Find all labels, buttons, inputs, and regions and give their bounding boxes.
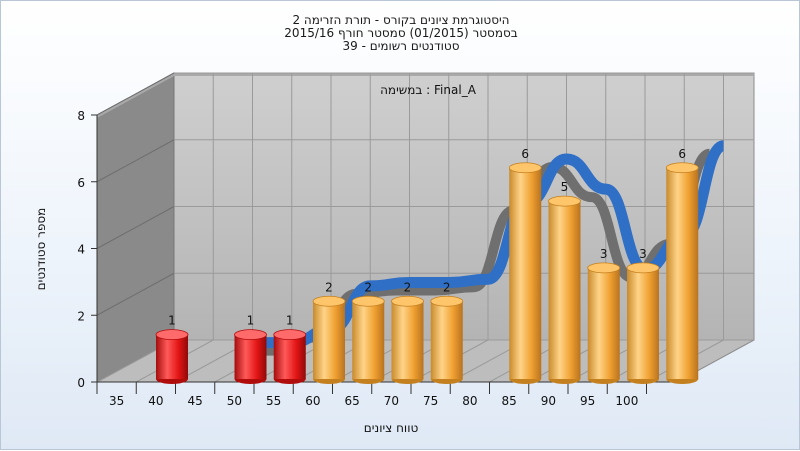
bar-body: [627, 267, 659, 379]
bar: 5: [548, 180, 581, 384]
x-tick-label: 35: [109, 394, 124, 408]
bar: 3: [587, 247, 621, 384]
chart-title-line-2: בסמסטר (01/2015) סמסטר חורף 2015/16: [284, 26, 518, 40]
x-tick-label: 100: [615, 394, 638, 408]
task-label: במשימה : Final_A: [380, 83, 477, 97]
bar-top: [548, 195, 581, 207]
bar-top: [430, 295, 464, 307]
x-tick-label: 70: [384, 394, 399, 408]
bar-value-label: 2: [364, 280, 372, 294]
bar: 2: [312, 280, 346, 384]
bar: 6: [665, 147, 699, 384]
bar-value-label: 1: [286, 314, 294, 328]
bar: 2: [351, 280, 385, 384]
bar-top: [234, 329, 267, 341]
x-tick-label: 85: [501, 394, 516, 408]
y-tick-label: 6: [77, 176, 85, 190]
bar: 6: [508, 147, 542, 384]
bar-value-label: 3: [639, 247, 647, 261]
side-grid-line: [96, 139, 175, 183]
bar-body: [156, 334, 188, 379]
bar-value-label: 2: [404, 280, 412, 294]
x-tick-label: 80: [462, 394, 477, 408]
bar-top: [391, 295, 424, 307]
bar-value-label: 6: [521, 147, 529, 161]
side-grid-line: [96, 272, 175, 316]
bar-body: [391, 301, 424, 379]
chart-title-line-3: סטודנטים רשומים - 39: [342, 39, 460, 53]
bar-top: [273, 329, 307, 341]
x-tick-label: 50: [227, 394, 242, 408]
bar-top: [665, 162, 699, 174]
x-tick-label: 55: [266, 394, 281, 408]
bar: 1: [155, 314, 189, 384]
bar-value-label: 2: [443, 280, 451, 294]
x-axis: 35 40 45 50 55 60 65 70 75 80 85 90 95 100: [96, 381, 677, 408]
x-tick-label: 65: [344, 394, 359, 408]
bar-body: [234, 334, 267, 379]
x-tick-label: 95: [580, 394, 595, 408]
bar-body: [587, 267, 620, 379]
bar: 2: [391, 280, 424, 384]
bar: 2: [430, 280, 464, 384]
bar-top: [312, 295, 346, 307]
x-tick-label: 40: [148, 394, 163, 408]
bar-value-label: 6: [678, 147, 686, 161]
bars: 1 1 1 2 2 2 2 6 5 3 3 6: [155, 147, 699, 384]
bar-body: [666, 167, 699, 379]
bar-top: [155, 329, 189, 341]
y-axis-label: מספר סטודנטים: [34, 208, 48, 291]
bar-top: [626, 262, 660, 274]
bar-top: [351, 295, 385, 307]
bar: 3: [626, 247, 660, 384]
side-grid-line: [96, 72, 175, 116]
y-tick-label: 2: [77, 309, 85, 323]
bar-value-label: 1: [168, 314, 176, 328]
bar-value-label: 1: [247, 314, 255, 328]
y-axis: 0 2 4 6 8: [77, 109, 98, 390]
bar-value-label: 2: [325, 280, 333, 294]
bar-top: [587, 262, 621, 274]
side-grid-line: [96, 206, 175, 249]
bar-body: [509, 167, 542, 379]
bar-body: [548, 201, 581, 379]
bar-top: [508, 162, 542, 174]
x-tick-label: 75: [423, 394, 438, 408]
x-axis-label: טווח ציונים: [364, 421, 419, 435]
x-tick-label: 90: [541, 394, 556, 408]
bar: 1: [273, 314, 307, 384]
bar-value-label: 3: [600, 247, 608, 261]
y-tick-label: 8: [77, 109, 85, 123]
y-tick-label: 0: [77, 376, 85, 390]
y-tick-label: 4: [77, 243, 85, 257]
bar-body: [313, 301, 345, 379]
chart-title-line-1: היסטוגרמת ציונים בקורס - תורת הזרימה 2: [292, 13, 510, 27]
bar-body: [273, 334, 306, 379]
bar-body: [352, 301, 385, 379]
x-tick-label: 45: [187, 394, 202, 408]
x-tick-label: 60: [305, 394, 320, 408]
bar-body: [430, 301, 463, 379]
bar: 1: [234, 314, 267, 384]
bar-value-label: 5: [561, 180, 569, 194]
